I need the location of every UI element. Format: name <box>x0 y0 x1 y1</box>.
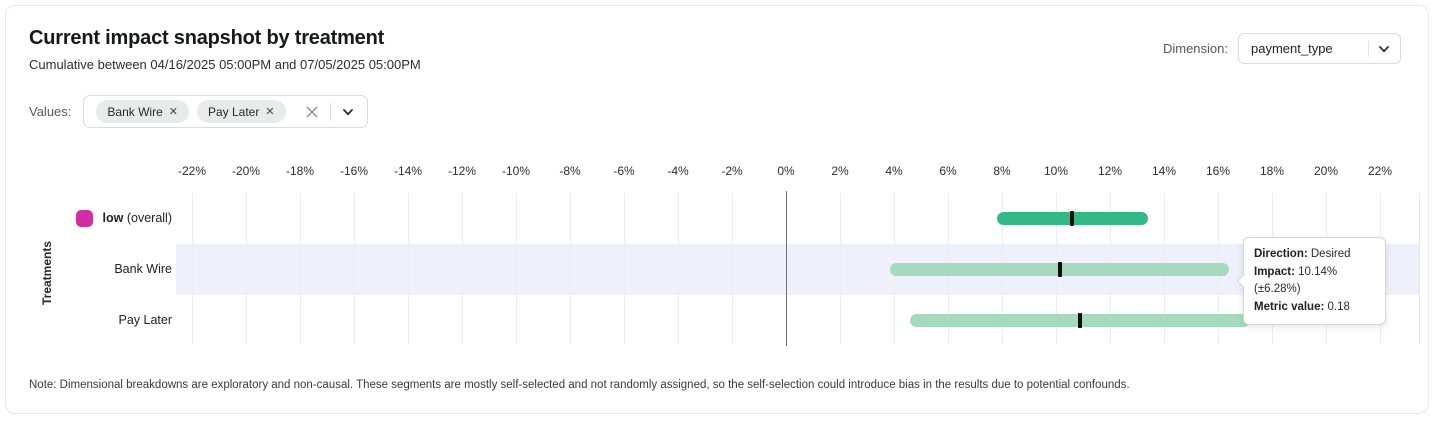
page-title: Current impact snapshot by treatment <box>29 27 385 49</box>
row-label-text: Bank Wire <box>114 262 172 276</box>
values-box-divider <box>329 102 331 121</box>
chip-label: Pay Later <box>207 104 260 119</box>
gridline <box>516 193 517 344</box>
x-axis-tick-label: 14% <box>1151 164 1177 178</box>
values-filter-row: Values: Bank Wire ✕ Pay Later ✕ <box>29 95 368 128</box>
row-label-bank-wire: Bank Wire <box>6 260 172 278</box>
chip-remove-icon[interactable]: ✕ <box>265 106 275 118</box>
tooltip-impact-row: Impact: 10.14% (±6.28%) <box>1254 265 1338 296</box>
x-axis-tick-label: -4% <box>667 164 689 178</box>
row-label-pay-later: Pay Later <box>6 311 172 329</box>
x-axis-tick-label: 22% <box>1367 164 1393 178</box>
card-header: Current impact snapshot by treatment Cum… <box>29 27 1401 72</box>
x-axis-tick-label: -20% <box>231 164 260 178</box>
x-axis-tick-label: -2% <box>721 164 743 178</box>
row-label-text: Pay Later <box>118 313 172 327</box>
filter-chip-pay-later[interactable]: Pay Later ✕ <box>196 100 286 123</box>
dimension-control: Dimension: payment_type <box>1163 33 1401 64</box>
gridline <box>354 193 355 344</box>
impact-center-tick <box>1057 261 1062 277</box>
x-axis-tick-label: -22% <box>177 164 206 178</box>
chevron-down-icon[interactable] <box>341 105 355 119</box>
row-label-text: low <box>102 211 124 225</box>
impact-snapshot-card: Current impact snapshot by treatment Cum… <box>5 5 1429 414</box>
x-axis-tick-label: -10% <box>501 164 530 178</box>
select-divider <box>1368 40 1369 57</box>
dimension-select[interactable]: payment_type <box>1238 33 1401 64</box>
gridline <box>246 193 247 344</box>
overall-legend-swatch <box>75 209 93 227</box>
plot-right-edge <box>1419 193 1420 344</box>
row-label-overall: low (overall) <box>6 209 172 227</box>
chip-label: Bank Wire <box>107 104 163 119</box>
gridline <box>624 193 625 344</box>
x-axis-tick-label: 0% <box>777 164 795 178</box>
impact-range-chart: -22% -20% -18% -16% -14% -12% -10% -8% -6% -4% -2%… <box>6 151 1428 366</box>
x-axis-tick-label: 20% <box>1313 164 1339 178</box>
gridline <box>462 193 463 344</box>
exploratory-note: Note: Dimensional breakdowns are explora… <box>29 379 1130 391</box>
x-axis-tick-label: 8% <box>993 164 1011 178</box>
x-axis-tick-label: -18% <box>285 164 314 178</box>
tooltip-metric-row: Metric value: 0.18 <box>1254 300 1350 313</box>
gridline <box>300 193 301 344</box>
x-axis-tick-label: -8% <box>559 164 581 178</box>
hovered-row-highlight <box>176 243 1419 295</box>
row-label-suffix: (overall) <box>126 211 172 225</box>
clear-all-icon[interactable] <box>304 104 320 120</box>
x-axis-tick-label: 18% <box>1259 164 1285 178</box>
x-axis-tick-label: 16% <box>1205 164 1231 178</box>
x-axis-tick-label: -16% <box>339 164 368 178</box>
gridline <box>408 193 409 344</box>
date-range-subtitle: Cumulative between 04/16/2025 05:00PM an… <box>29 57 421 72</box>
impact-center-tick <box>1078 312 1083 328</box>
filter-chip-bank-wire[interactable]: Bank Wire ✕ <box>96 100 189 123</box>
chevron-down-icon[interactable] <box>1377 42 1391 56</box>
values-multiselect[interactable]: Bank Wire ✕ Pay Later ✕ <box>83 95 368 128</box>
zero-baseline <box>785 191 787 346</box>
x-axis-tick-label: 4% <box>885 164 903 178</box>
values-label: Values: <box>29 104 72 119</box>
x-axis-tick-label: 12% <box>1097 164 1123 178</box>
gridline <box>840 193 841 344</box>
x-axis-tick-label: -6% <box>613 164 635 178</box>
impact-center-tick <box>1070 210 1075 226</box>
tooltip-direction-row: Direction: Desired <box>1254 248 1351 260</box>
bar-tooltip: Direction: Desired Impact: 10.14% (±6.28… <box>1237 237 1386 325</box>
x-axis-tick-label: 6% <box>939 164 957 178</box>
gridline <box>678 193 679 344</box>
x-axis-tick-label: 10% <box>1043 164 1069 178</box>
dimension-selected-value: payment_type <box>1251 41 1333 56</box>
dimension-label: Dimension: <box>1162 41 1228 56</box>
x-axis-tick-label: 2% <box>831 164 849 178</box>
gridline <box>732 193 733 344</box>
gridline <box>570 193 571 344</box>
x-axis-tick-label: -12% <box>447 164 476 178</box>
header-text: Current impact snapshot by treatment Cum… <box>29 27 421 72</box>
x-axis-tick-label: -14% <box>393 164 422 178</box>
chip-remove-icon[interactable]: ✕ <box>168 106 178 118</box>
gridline <box>192 193 193 344</box>
